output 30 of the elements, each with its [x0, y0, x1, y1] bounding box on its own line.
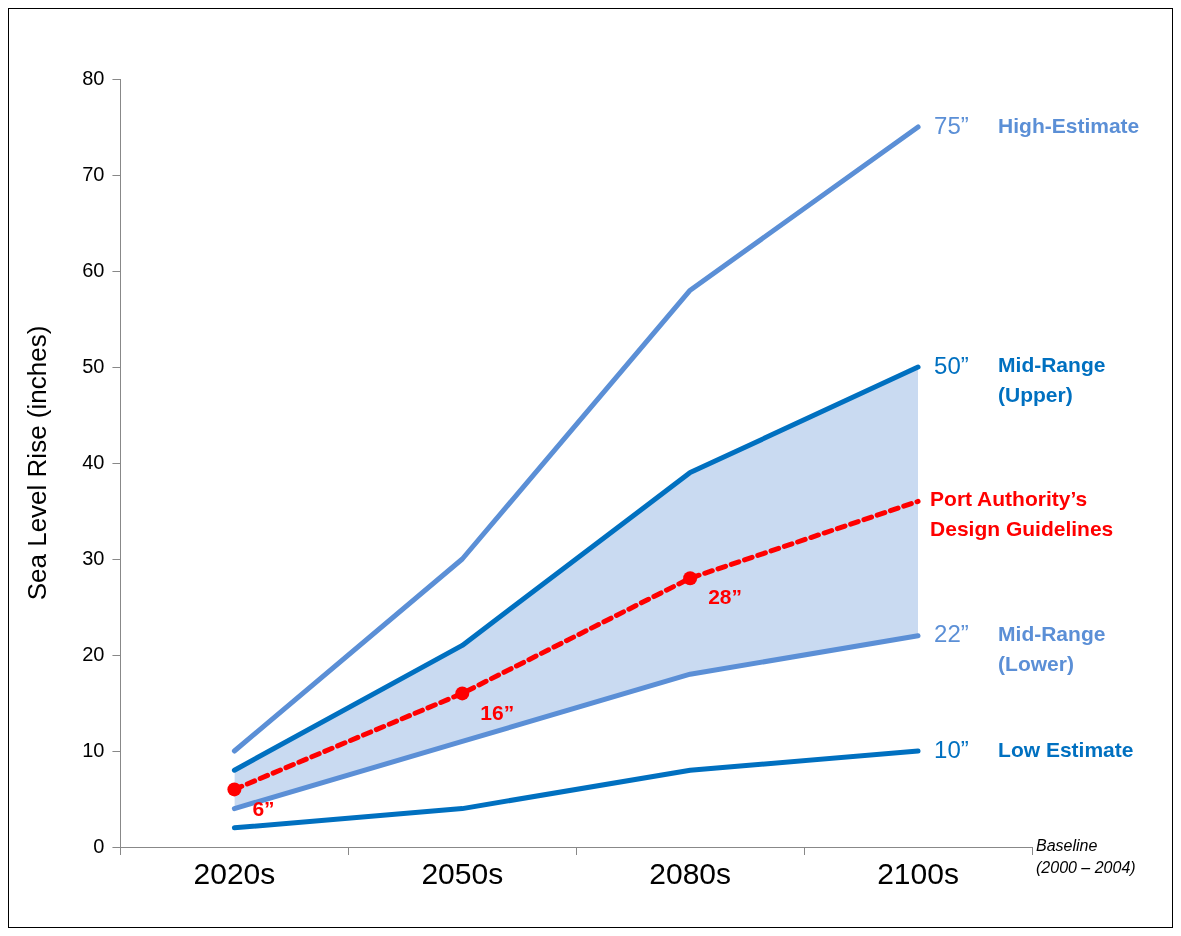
data-label: 6” — [252, 796, 275, 820]
point — [227, 782, 242, 797]
y-tick-label: 10 — [82, 738, 105, 761]
y-tick-label: 20 — [82, 642, 105, 665]
text: Baseline (2000 – 2004) — [1036, 837, 1136, 877]
data-label: 22” — [934, 620, 969, 648]
y-tick-label: 40 — [82, 450, 105, 473]
x-tick-label: 2100s — [877, 857, 959, 891]
x-tick-label: 2020s — [193, 857, 276, 891]
y-tick-label: 30 — [82, 546, 105, 569]
text: High-Estimate — [998, 113, 1140, 137]
y-tick-label: 0 — [93, 834, 105, 857]
text: Mid-Range (Lower) — [998, 621, 1106, 675]
x-tick-label: 2080s — [649, 857, 732, 891]
y-tick-label: 50 — [82, 354, 105, 377]
data-label: 50” — [934, 351, 969, 379]
text: Mid-Range (Upper) — [998, 352, 1106, 406]
y-tick-label: 60 — [82, 258, 105, 281]
y-axis-title: Sea Level Rise (inches) — [21, 325, 52, 601]
data-label: 28” — [708, 585, 743, 609]
series-label: Port Authority’s Design Guidelines — [930, 487, 1114, 541]
point — [455, 686, 470, 701]
y-tick-label: 80 — [82, 66, 105, 89]
data-label: 75” — [934, 111, 969, 139]
data-label: 16” — [480, 700, 515, 724]
text: Low Estimate — [998, 737, 1134, 761]
data-label: 10” — [934, 735, 969, 763]
point — [683, 571, 698, 586]
x-tick-label: 2050s — [421, 857, 504, 891]
y-tick-label: 70 — [82, 162, 105, 185]
